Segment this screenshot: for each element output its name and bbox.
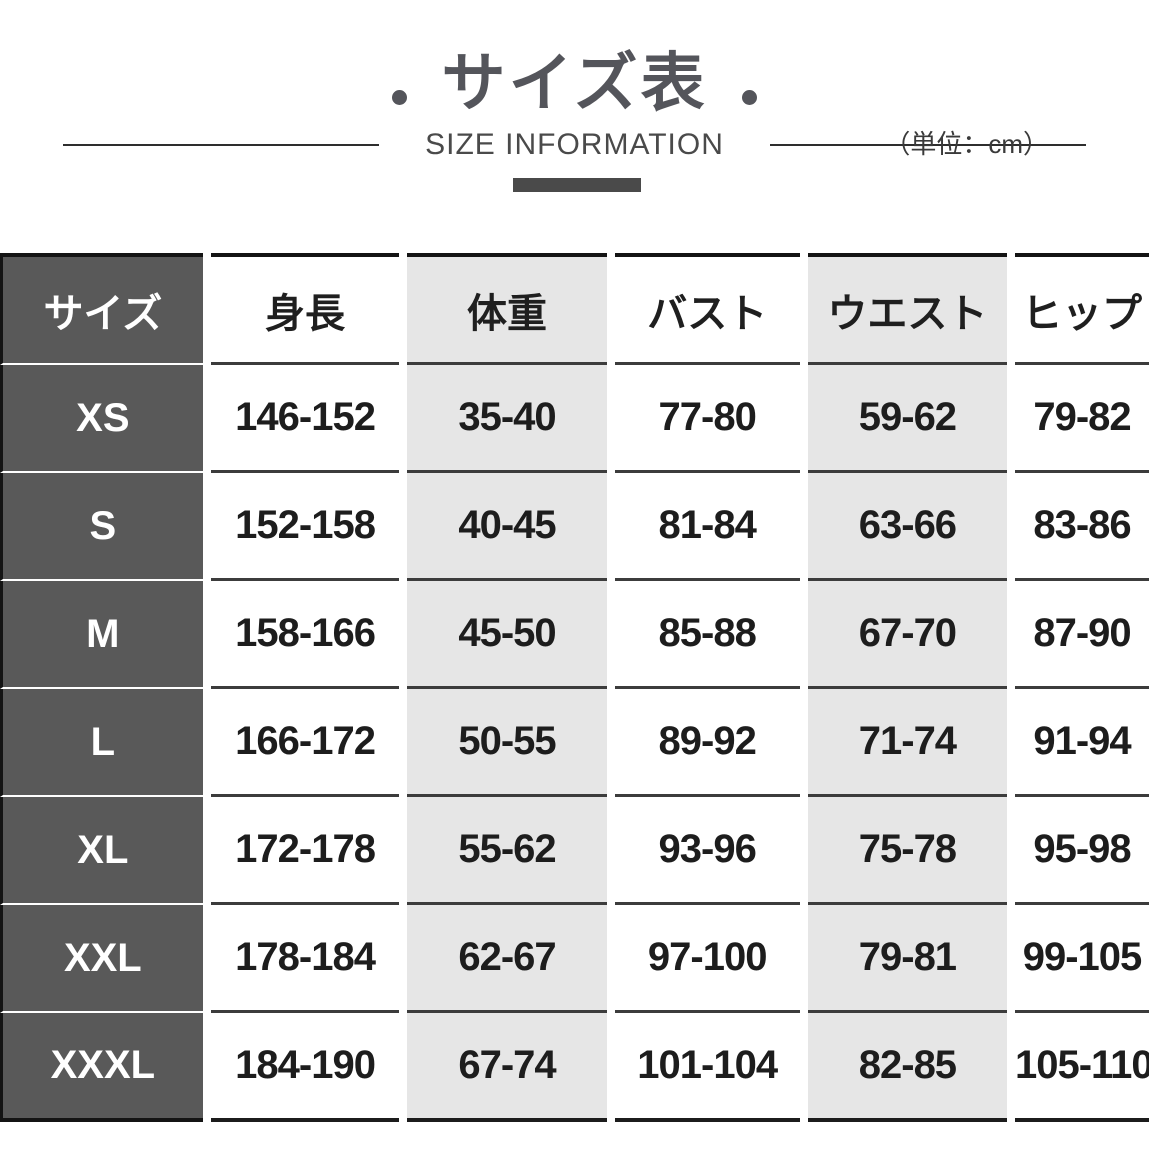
table-header-row: サイズ 身長 体重 バスト ウエスト ヒップ — [0, 253, 1149, 365]
subtitle-text: SIZE INFORMATION — [425, 128, 724, 162]
value-cell: 55-62 — [407, 797, 607, 905]
title-dot-left-icon — [392, 89, 408, 105]
table-row: XXL 178-184 62-67 97-100 79-81 99-105 — [0, 905, 1149, 1013]
table-row: XXXL 184-190 67-74 101-104 82-85 105-110 — [0, 1013, 1149, 1122]
value-cell: 40-45 — [407, 473, 607, 581]
value-cell: 82-85 — [807, 1013, 1007, 1122]
column-header-size: サイズ — [0, 253, 203, 365]
value-cell: 81-84 — [614, 473, 800, 581]
column-header-bust: バスト — [614, 253, 800, 365]
value-cell: 158-166 — [210, 581, 400, 689]
value-cell: 79-81 — [807, 905, 1007, 1013]
page-title: サイズ表 — [0, 0, 1149, 118]
size-label-cell: XXXL — [0, 1013, 203, 1122]
value-cell: 93-96 — [614, 797, 800, 905]
unit-note: （単位：cm） — [884, 129, 1049, 159]
value-cell: 62-67 — [407, 905, 607, 1013]
title-dot-right-icon — [741, 89, 757, 105]
value-cell: 35-40 — [407, 365, 607, 473]
size-table-body: XS 146-152 35-40 77-80 59-62 79-82 S 152-158 40-… — [0, 365, 1149, 1122]
value-cell: 89-92 — [614, 689, 800, 797]
table-row: XS 146-152 35-40 77-80 59-62 79-82 — [0, 365, 1149, 473]
value-cell: 63-66 — [807, 473, 1007, 581]
subtitle-rule-left — [63, 144, 380, 147]
value-cell: 101-104 — [614, 1013, 800, 1122]
value-cell: 184-190 — [210, 1013, 400, 1122]
table-row: M 158-166 45-50 85-88 67-70 87-90 — [0, 581, 1149, 689]
title-text: サイズ表 — [441, 47, 708, 119]
value-cell: 91-94 — [1015, 689, 1149, 797]
size-label-cell: XXL — [0, 905, 203, 1013]
table-row: L 166-172 50-55 89-92 71-74 91-94 — [0, 689, 1149, 797]
accent-bar — [512, 178, 641, 193]
value-cell: 166-172 — [210, 689, 400, 797]
value-cell: 77-80 — [614, 365, 800, 473]
table-row: XL 172-178 55-62 93-96 75-78 95-98 — [0, 797, 1149, 905]
value-cell: 99-105 — [1015, 905, 1149, 1013]
column-header-waist: ウエスト — [807, 253, 1007, 365]
column-header-hip: ヒップ — [1015, 253, 1149, 365]
value-cell: 105-110 — [1015, 1013, 1149, 1122]
size-table-section: サイズ 身長 体重 バスト ウエスト ヒップ XS 146-152 35-40 77-… — [0, 253, 1149, 1122]
value-cell: 67-74 — [407, 1013, 607, 1122]
value-cell: 172-178 — [210, 797, 400, 905]
value-cell: 152-158 — [210, 473, 400, 581]
size-label-cell: XS — [0, 365, 203, 473]
value-cell: 178-184 — [210, 905, 400, 1013]
value-cell: 95-98 — [1015, 797, 1149, 905]
header-section: サイズ表 SIZE INFORMATION （単位：cm） — [0, 0, 1149, 253]
size-label-cell: XL — [0, 797, 203, 905]
value-cell: 97-100 — [614, 905, 800, 1013]
value-cell: 45-50 — [407, 581, 607, 689]
value-cell: 87-90 — [1015, 581, 1149, 689]
size-table: サイズ 身長 体重 バスト ウエスト ヒップ XS 146-152 35-40 77-… — [0, 253, 1149, 1122]
column-header-weight: 体重 — [407, 253, 607, 365]
value-cell: 71-74 — [807, 689, 1007, 797]
size-label-cell: L — [0, 689, 203, 797]
value-cell: 85-88 — [614, 581, 800, 689]
value-cell: 67-70 — [807, 581, 1007, 689]
value-cell: 83-86 — [1015, 473, 1149, 581]
value-cell: 59-62 — [807, 365, 1007, 473]
size-label-cell: S — [0, 473, 203, 581]
value-cell: 79-82 — [1015, 365, 1149, 473]
value-cell: 75-78 — [807, 797, 1007, 905]
table-row: S 152-158 40-45 81-84 63-66 83-86 — [0, 473, 1149, 581]
value-cell: 50-55 — [407, 689, 607, 797]
subtitle-rule-right — [769, 144, 1086, 147]
size-label-cell: M — [0, 581, 203, 689]
column-header-height: 身長 — [210, 253, 400, 365]
value-cell: 146-152 — [210, 365, 400, 473]
subtitle-row: SIZE INFORMATION — [0, 128, 1149, 162]
